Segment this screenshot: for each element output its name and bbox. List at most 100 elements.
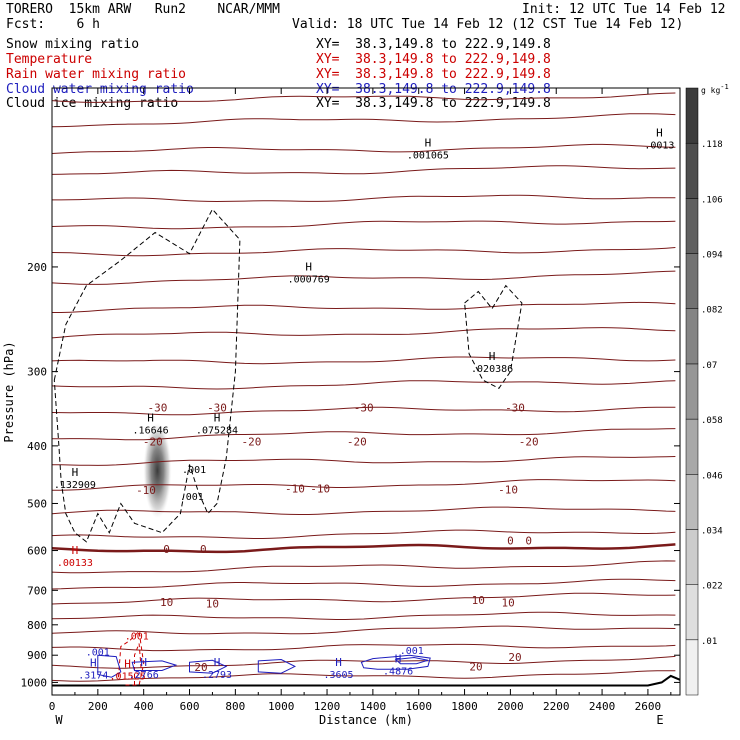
temperature-label: -30 <box>147 402 167 415</box>
valid-time: Valid: 18 UTC Tue 14 Feb 12 (12 CST Tue … <box>292 17 684 32</box>
maximum-value: .16646 <box>133 425 169 436</box>
maximum-h-marker: H <box>124 658 131 671</box>
temperature-label: 10 <box>206 597 219 610</box>
maximum-value: .132909 <box>54 480 96 491</box>
field-temperature-xy: XY= 38.3,149.8 to 222.9,149.8 <box>316 52 551 67</box>
colorbar-swatch <box>685 253 699 309</box>
cloud-water-contour <box>257 658 297 674</box>
init-time: Init: 12 UTC Tue 14 Feb 12 <box>522 2 726 17</box>
maximum-h-marker: H <box>90 657 97 670</box>
maximum-value: .4876 <box>383 666 413 677</box>
temperature-label: -20 <box>143 435 163 448</box>
temperature-label: -10 <box>136 484 156 497</box>
temperature-contour <box>51 113 676 128</box>
contour-annotation: .001 <box>182 465 206 476</box>
y-tick-label: 700 <box>27 584 47 597</box>
x-tick-label: 2600 <box>635 700 662 713</box>
maximum-h-marker: H <box>214 411 221 424</box>
temperature-contour <box>52 194 676 203</box>
temperature-contour <box>51 592 676 605</box>
temperature-contour <box>51 643 676 652</box>
colorbar-unit: g kg-1 <box>701 83 729 95</box>
temperature-contour <box>51 428 676 441</box>
x-tick-label: 1600 <box>405 700 432 713</box>
y-tick-label: 800 <box>27 619 47 632</box>
maximum-value: .001065 <box>407 151 449 162</box>
cloud-water-contour <box>394 656 429 665</box>
maximum-value: .020386 <box>471 364 513 375</box>
y-tick-label: 600 <box>27 545 47 558</box>
temperature-label: -20 <box>519 435 539 448</box>
temperature-label: 10 <box>160 596 173 609</box>
temperature-contour <box>51 356 676 365</box>
cloud-water-contour <box>97 654 122 678</box>
colorbar-tick-label: .118 <box>701 140 723 150</box>
snow-shading <box>143 422 172 519</box>
maximum-value: .0013 <box>644 140 674 151</box>
temperature-contour <box>51 479 676 491</box>
temperature-label: 20 <box>508 651 521 664</box>
temperature-contour <box>51 506 676 515</box>
maximum-h-marker: H <box>489 350 496 363</box>
temperature-contour <box>51 611 676 620</box>
field-temperature-label: Temperature <box>6 52 93 67</box>
colorbar-unit-exponent: -1 <box>720 83 728 91</box>
colorbar-swatch <box>685 529 699 585</box>
field-rain-xy: XY= 38.3,149.8 to 222.9,149.8 <box>316 67 551 82</box>
temperature-label: 20 <box>194 661 207 674</box>
colorbar-tick-label: .094 <box>701 251 723 261</box>
maximum-h-marker: H <box>140 656 147 669</box>
temperature-label: -10 <box>310 483 330 496</box>
x-tick-label: 200 <box>88 700 108 713</box>
temperature-contour <box>52 301 676 313</box>
temperature-contour <box>51 327 676 339</box>
colorbar-swatch <box>685 418 699 475</box>
maximum-value: .01525 <box>110 672 146 683</box>
colorbar-swatch <box>685 142 699 199</box>
temperature-contour <box>51 92 676 103</box>
field-snow-label: Snow mixing ratio <box>6 37 140 52</box>
temperature-contour <box>51 543 676 554</box>
temperature-contour <box>51 270 676 285</box>
maximum-h-marker: H <box>656 126 663 139</box>
x-tick-label: 1800 <box>451 700 478 713</box>
x-tick-label: 2400 <box>589 700 616 713</box>
maximum-value: .075284 <box>196 425 238 436</box>
temperature-contour <box>51 670 676 682</box>
maximum-value: .3605 <box>323 670 353 681</box>
colorbar-swatch <box>685 584 699 641</box>
maximum-h-marker: H <box>395 652 402 665</box>
temperature-label: 0 <box>525 534 532 547</box>
colorbar-swatch <box>685 308 699 365</box>
field-cloudice-label: Cloud ice mixing ratio <box>6 96 179 111</box>
x-tick-label: 1000 <box>268 700 295 713</box>
colorbar-swatch <box>685 639 699 696</box>
temperature-contour <box>51 560 676 574</box>
temperature-label: 0 <box>163 543 170 556</box>
y-tick-label: 400 <box>27 440 47 453</box>
temperature-label: 20 <box>469 660 482 673</box>
temperature-label: -30 <box>207 402 227 415</box>
temperature-label: 10 <box>472 594 485 607</box>
temperature-label: -30 <box>354 402 374 415</box>
colorbar-tick-label: .046 <box>701 471 723 481</box>
colorbar-tick-label: .106 <box>701 195 723 205</box>
temperature-contour <box>51 143 676 154</box>
temperature-contour <box>51 625 676 635</box>
colorbar-swatch <box>685 87 699 144</box>
y-tick-label: 500 <box>27 497 47 510</box>
temperature-label: -10 <box>498 484 518 497</box>
cloud-water-contour <box>131 660 178 671</box>
temperature-contour <box>51 247 676 257</box>
y-axis-title: Pressure (hPa) <box>2 341 16 442</box>
model-title: TORERO 15km ARW Run2 NCAR/MMM <box>6 2 280 17</box>
temperature-contour <box>51 456 676 466</box>
temperature-label: 10 <box>501 597 514 610</box>
maximum-h-marker: H <box>305 260 312 273</box>
cloud-ice-contour <box>53 208 241 543</box>
maximum-value: .2766 <box>129 670 159 681</box>
x-tick-label: 400 <box>134 700 154 713</box>
x-tick-label: 0 <box>49 700 56 713</box>
maximum-h-marker: H <box>147 411 154 424</box>
